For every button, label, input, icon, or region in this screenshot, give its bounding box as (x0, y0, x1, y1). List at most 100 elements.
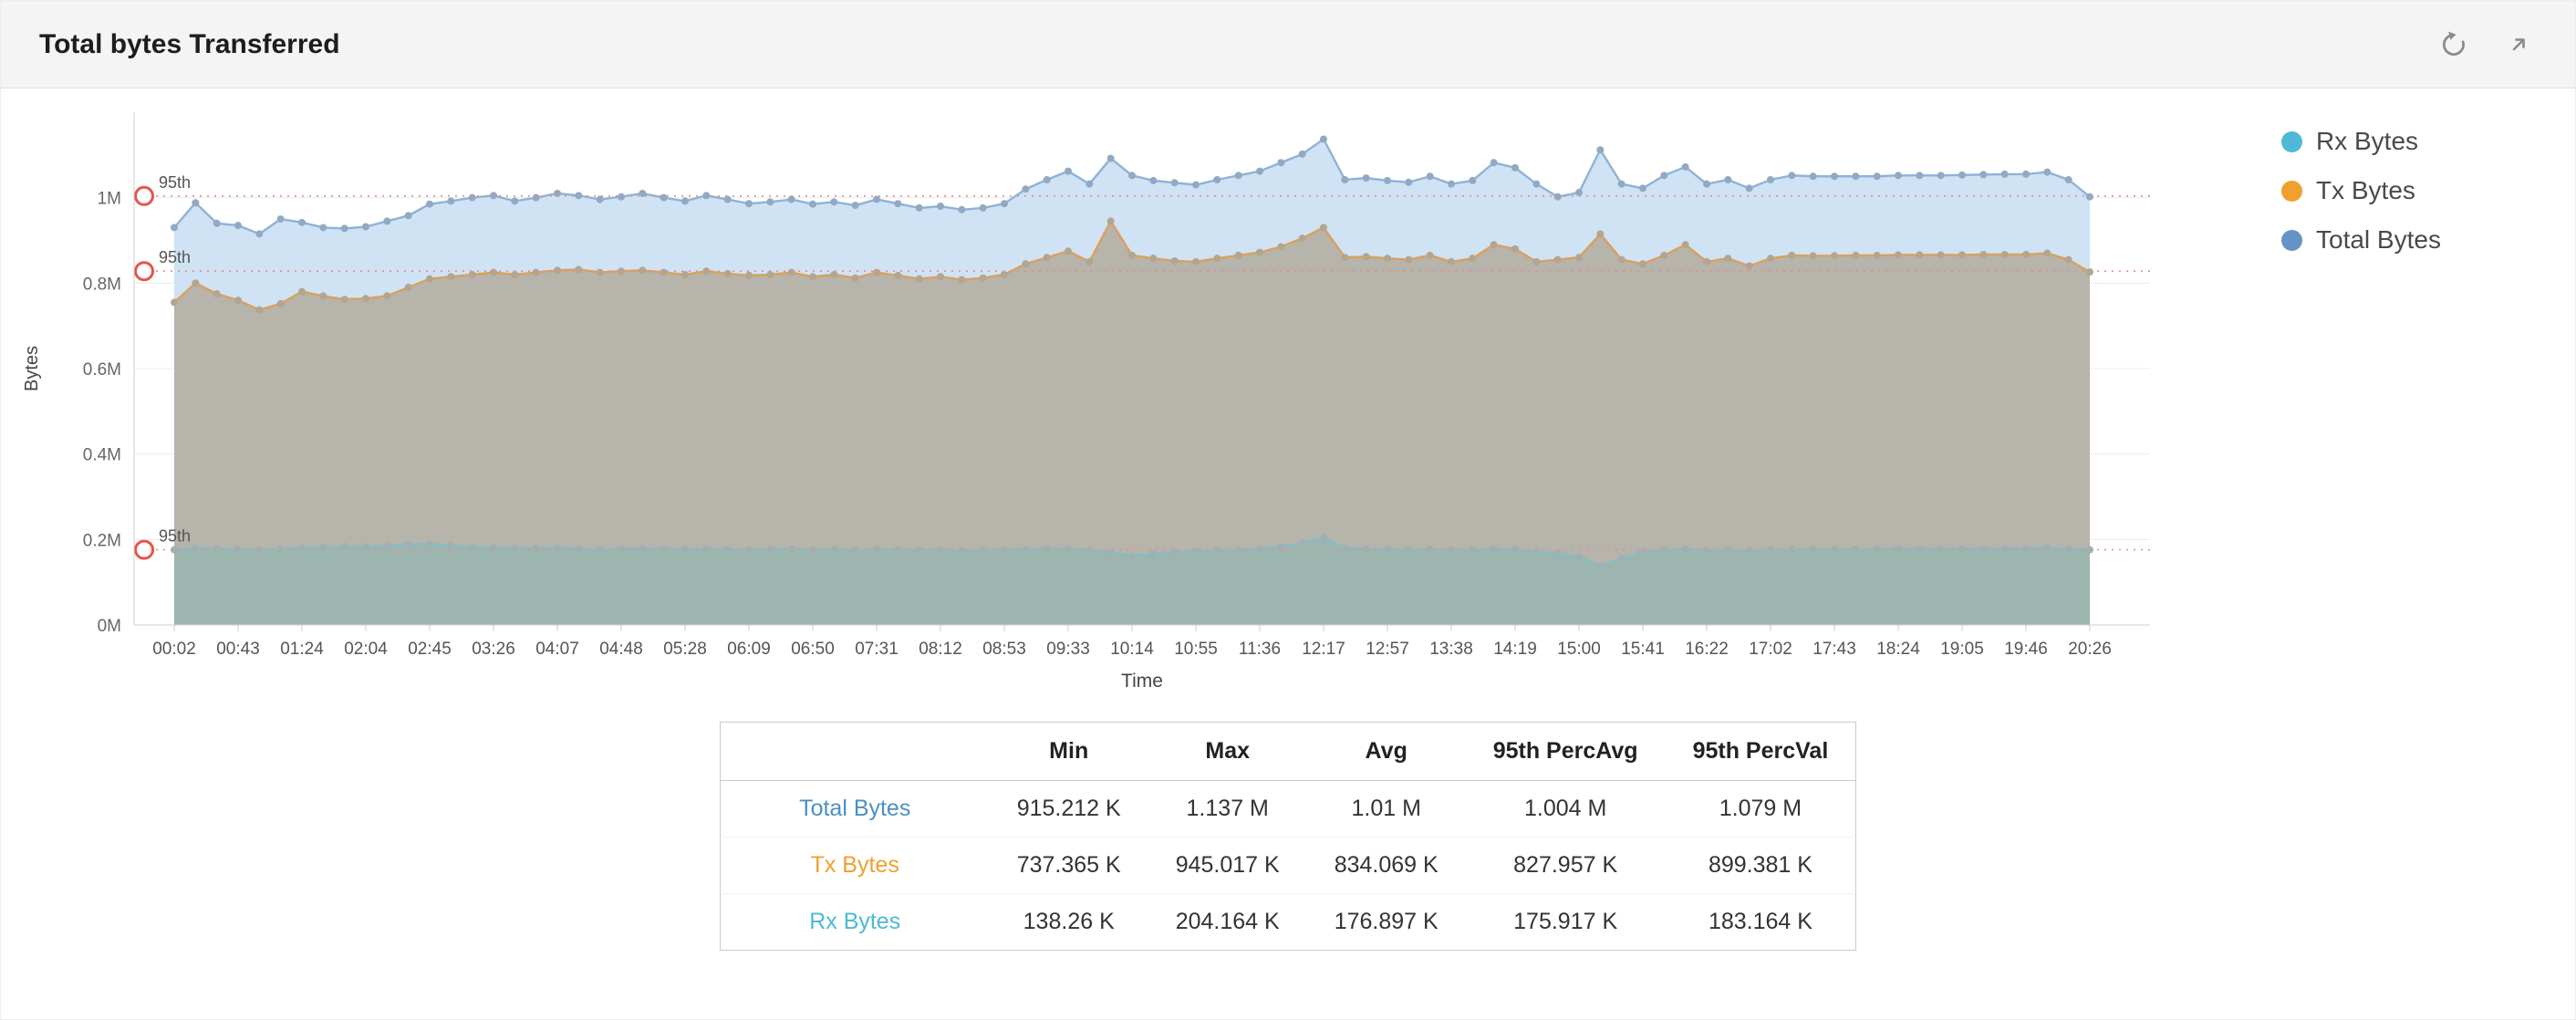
data-point (1745, 546, 1753, 555)
data-point (1234, 546, 1242, 554)
data-point (830, 270, 838, 278)
data-point (1553, 193, 1562, 201)
data-point (1170, 548, 1179, 557)
legend-swatch-icon (2281, 130, 2302, 152)
data-point (851, 274, 859, 282)
stat-cell: 899.381 K (1708, 852, 1813, 878)
data-point (234, 297, 242, 305)
data-point (1149, 255, 1158, 263)
data-point (1277, 543, 1285, 551)
history-icon[interactable] (2435, 26, 2473, 64)
data-point (1958, 171, 1966, 179)
data-point (766, 270, 774, 278)
stats-header-row: Min Max Avg 95th PercAvg 95th PercVal (720, 722, 1856, 781)
data-point (1575, 254, 1583, 262)
svg-text:0.8M: 0.8M (83, 275, 121, 294)
data-point (2064, 255, 2072, 264)
data-point (1617, 255, 1626, 264)
data-point (681, 197, 689, 205)
data-point (447, 197, 455, 205)
data-point (383, 292, 391, 300)
data-point (404, 540, 412, 548)
data-point (192, 279, 200, 287)
header-toolbar (2435, 26, 2537, 64)
svg-text:08:12: 08:12 (919, 640, 962, 659)
data-point (830, 198, 838, 206)
data-point (1128, 172, 1136, 180)
data-point (1362, 545, 1370, 553)
data-point (1745, 184, 1753, 193)
data-point (1426, 546, 1434, 554)
data-point (319, 292, 327, 300)
data-point (1448, 180, 1455, 188)
stat-cell: 737.365 K (1016, 852, 1121, 878)
percentile-marker-icon (134, 261, 154, 282)
data-point (1937, 545, 1945, 553)
svg-text:20:26: 20:26 (2068, 640, 2112, 659)
data-point (1873, 545, 1881, 553)
data-point (1022, 260, 1030, 268)
page-title: Total bytes Transferred (39, 28, 340, 59)
data-point (1617, 180, 1626, 188)
data-point (937, 546, 944, 554)
data-point (745, 271, 753, 279)
data-point (192, 199, 200, 207)
data-point (1170, 256, 1179, 265)
data-point (894, 200, 902, 208)
data-point (1979, 171, 1988, 179)
svg-text:19:05: 19:05 (1940, 640, 1984, 659)
data-point (340, 542, 348, 550)
data-point (1745, 262, 1753, 270)
series-label[interactable]: Rx Bytes (809, 909, 901, 934)
data-point (511, 197, 519, 205)
data-point (958, 546, 966, 555)
data-point (1065, 247, 1072, 255)
stat-cell: 175.917 K (1513, 909, 1618, 934)
data-point (1320, 224, 1327, 232)
svg-text:1M: 1M (98, 190, 121, 209)
data-point (723, 546, 732, 554)
data-point (468, 193, 476, 202)
data-point (618, 193, 625, 201)
data-point (1916, 172, 1924, 180)
legend-item-total-bytes[interactable]: Total Bytes (2281, 225, 2441, 255)
data-point (1809, 252, 1817, 260)
data-point (1639, 547, 1646, 556)
legend-item-tx-bytes[interactable]: Tx Bytes (2281, 176, 2441, 205)
area-chart[interactable]: 0M 0.2M 0.4M 0.6M 0.8M 1M 95th 95th 95th 00:02 00:… (1, 96, 2281, 698)
data-point (702, 192, 711, 200)
data-point (894, 546, 902, 554)
data-point (511, 270, 519, 278)
data-point (1085, 180, 1094, 188)
svg-text:04:07: 04:07 (535, 640, 579, 659)
data-point (1065, 167, 1072, 175)
data-point (958, 276, 966, 284)
data-point (1234, 172, 1242, 180)
stat-cell: 915.212 K (1016, 796, 1121, 821)
data-point (1788, 172, 1796, 180)
data-point (1681, 545, 1689, 553)
data-point (1852, 172, 1860, 181)
data-point (532, 268, 540, 276)
stats-col-max: Max (1148, 722, 1307, 781)
expand-icon[interactable] (2500, 26, 2537, 63)
data-point (447, 273, 455, 281)
series-label[interactable]: Tx Bytes (810, 852, 899, 878)
legend-item-rx-bytes[interactable]: Rx Bytes (2281, 127, 2441, 156)
data-point (213, 545, 221, 553)
data-point (702, 545, 711, 553)
data-point (171, 546, 178, 554)
data-point (660, 545, 668, 553)
data-point (1469, 546, 1477, 554)
data-point (1405, 178, 1413, 186)
data-point (1809, 172, 1817, 181)
svg-text:00:43: 00:43 (216, 640, 260, 659)
data-point (1532, 257, 1541, 265)
svg-text:0.4M: 0.4M (83, 446, 121, 465)
data-point (2043, 249, 2051, 257)
svg-text:0M: 0M (98, 617, 121, 636)
data-point (1895, 545, 1902, 553)
series-label[interactable]: Total Bytes (799, 796, 911, 821)
data-point (1873, 251, 1881, 259)
data-point (894, 271, 902, 279)
